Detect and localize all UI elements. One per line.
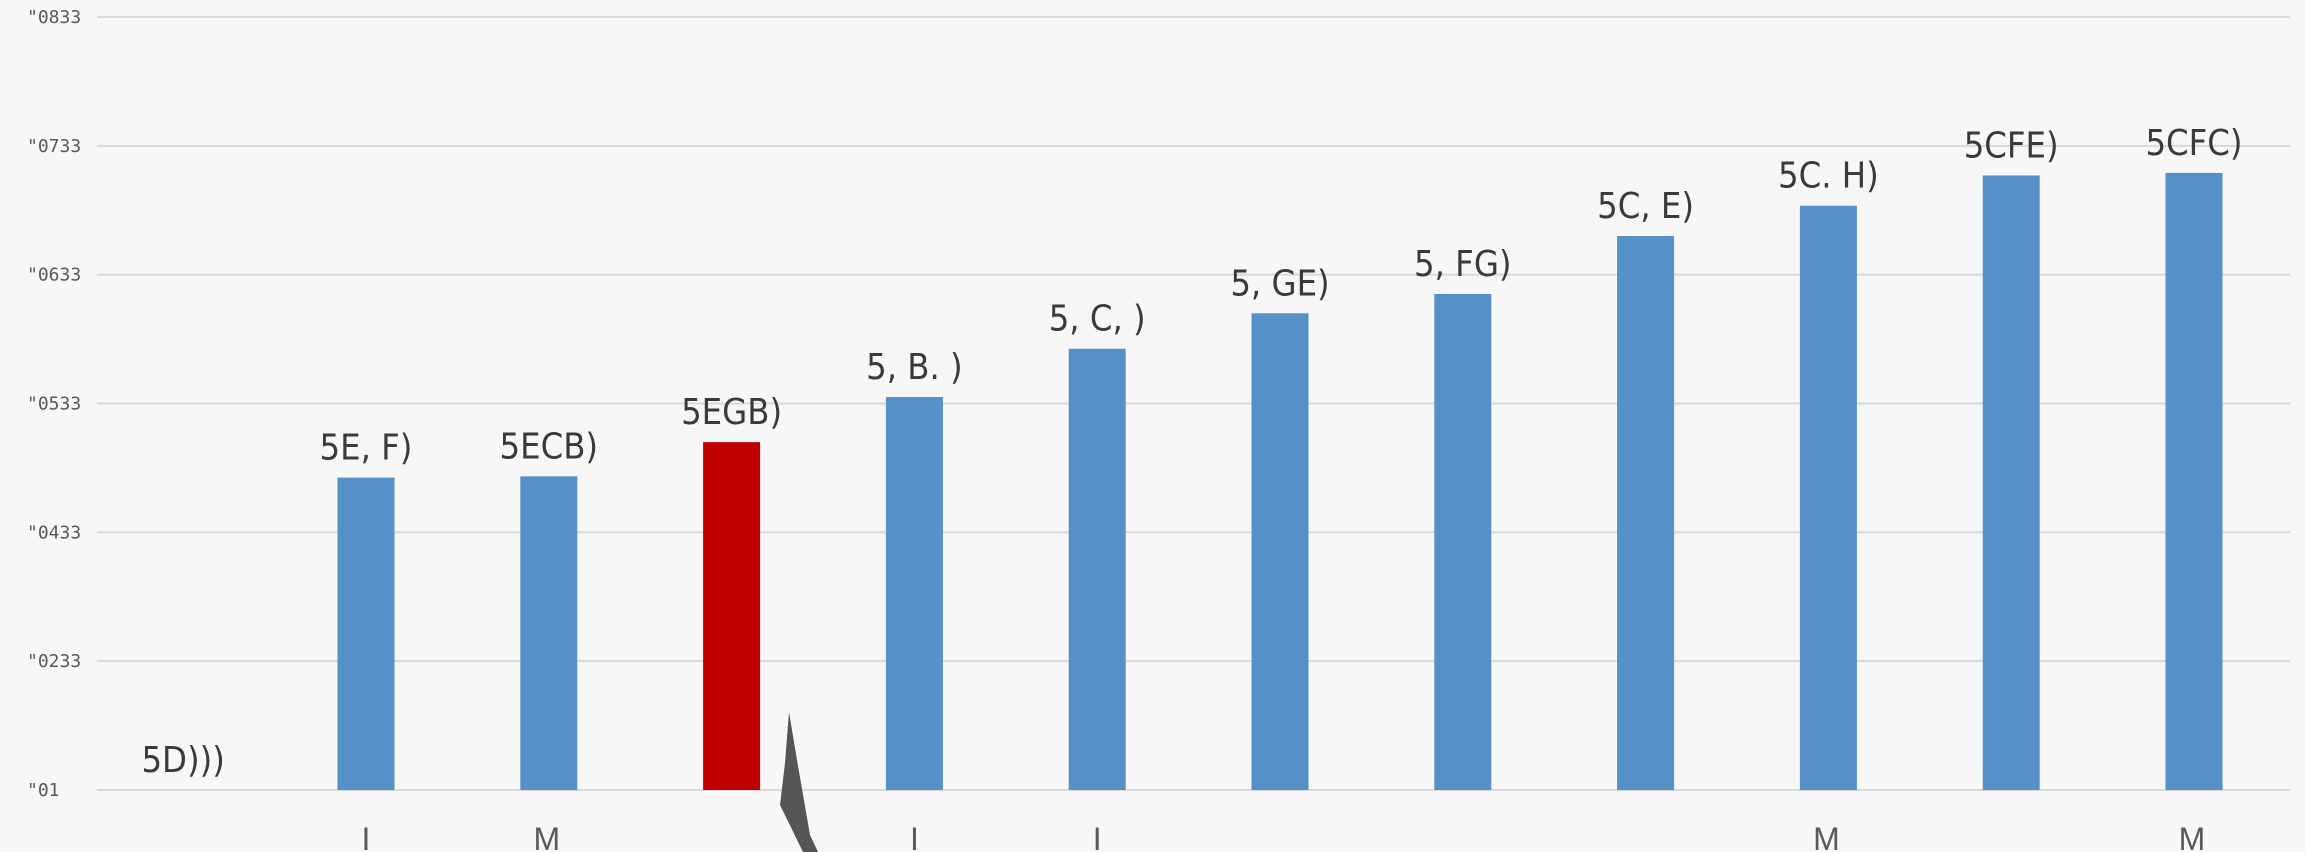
data-label: 5, GE) [1230, 263, 1329, 304]
y-tick-label: "0533 [27, 394, 81, 415]
x-category-label: M [533, 821, 560, 852]
grid-lines [97, 16, 2290, 791]
bar [1982, 175, 2040, 791]
x-category-label: I [1093, 821, 1102, 852]
bar [1251, 313, 1309, 790]
bar [1068, 348, 1126, 790]
bar [337, 477, 395, 790]
y-tick-label: "0433 [27, 522, 81, 543]
x-category-label: I [910, 821, 919, 852]
bar [1799, 205, 1857, 790]
data-label: 5, FG) [1414, 244, 1512, 285]
data-labels: 5D))) 5E, F) 5ECB) 5EGB) 5, B. ) 5, C, ) 5, GE… [141, 123, 2242, 781]
data-label: 5EGB) [681, 392, 782, 433]
data-label: 5C. H) [1778, 156, 1879, 197]
highlighted-bar [703, 442, 761, 790]
bars [337, 172, 2223, 791]
y-tick-label: "0233 [27, 651, 81, 672]
data-label: 5, B. ) [866, 347, 963, 388]
bar [520, 476, 578, 790]
x-category-label: M [1813, 821, 1840, 852]
data-label: 5E, F) [320, 428, 413, 469]
y-tick-label: "0633 [27, 265, 81, 286]
cursor-marker-icon [780, 712, 818, 852]
y-tick-label: "01 [27, 780, 60, 801]
bar [1617, 236, 1675, 790]
data-label: 5CFE) [1964, 125, 2059, 166]
data-label: 5ECB) [500, 426, 599, 467]
data-label: 5CFC) [2145, 123, 2242, 164]
x-category-label: M [2179, 821, 2206, 852]
data-label: 5C, E) [1597, 186, 1694, 227]
y-tick-label: "0733 [27, 136, 81, 157]
y-tick-label: "0833 [27, 7, 81, 28]
y-axis-tick-labels: "01 "0233 "0433 "0533 "0633 "0733 "0833 [27, 7, 81, 801]
bar [1434, 293, 1492, 790]
data-label: 5D))) [141, 740, 224, 781]
data-label: 5, C, ) [1049, 299, 1146, 340]
bar [885, 397, 943, 790]
x-category-label: I [362, 821, 371, 852]
bar [2165, 172, 2223, 791]
